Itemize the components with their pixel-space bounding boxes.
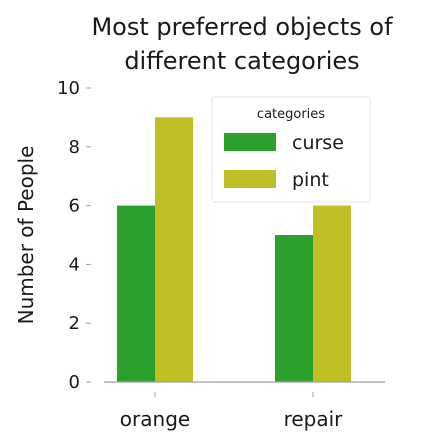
y-tick-label-0: 0 [69, 372, 80, 393]
x-tick-label-orange: orange [120, 407, 190, 431]
y-axis-label: Number of People [14, 146, 38, 325]
legend: categories curse pint [211, 96, 371, 203]
legend-label-pint: pint [292, 169, 329, 191]
y-tick-label-1: 2 [69, 313, 80, 334]
y-tick-label-2: 4 [69, 254, 80, 275]
bar-orange-curse [117, 205, 155, 382]
x-axis-ticks: orange repair [120, 392, 343, 431]
chart-title-line-1: Most preferred objects of [91, 13, 393, 41]
legend-label-curse: curse [292, 132, 344, 154]
bar-repair-curse [275, 235, 313, 382]
y-tick-label-4: 8 [69, 137, 80, 158]
chart-title-line-2: different categories [124, 47, 359, 75]
legend-swatch-curse [224, 133, 276, 151]
x-tick-label-repair: repair [284, 407, 344, 431]
bar-orange-pint [155, 117, 193, 383]
chart-title: Most preferred objects of different cate… [91, 13, 393, 75]
y-tick-label-5: 10 [57, 78, 80, 99]
bars [117, 117, 351, 383]
y-tick-label-3: 6 [69, 196, 80, 217]
bar-repair-pint [313, 205, 351, 382]
legend-title: categories [257, 107, 325, 122]
y-axis-ticks: 0 2 4 6 8 10 [57, 78, 91, 393]
legend-swatch-pint [224, 170, 276, 188]
